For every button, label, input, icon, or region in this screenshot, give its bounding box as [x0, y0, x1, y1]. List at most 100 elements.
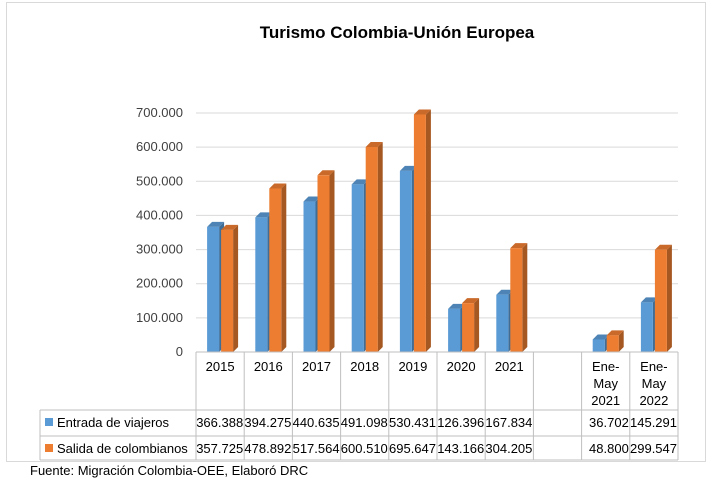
bar-front [207, 226, 220, 352]
bar-front [317, 175, 330, 352]
bar-top [592, 334, 610, 340]
data-label: 478.892 [244, 441, 291, 456]
data-label: 299.547 [630, 441, 677, 456]
bar-front [351, 184, 364, 352]
bar-salida [221, 224, 239, 352]
y-tick-label: 300.000 [136, 242, 183, 257]
bar-salida [510, 243, 528, 352]
bar-side [377, 141, 383, 352]
bar-front [413, 114, 426, 352]
data-label: 143.166 [437, 441, 484, 456]
bar-top [255, 212, 273, 218]
x-category-label: Ene- [592, 359, 619, 374]
bar-top [640, 297, 658, 303]
chart-title: Turismo Colombia-Unión Europea [260, 23, 535, 42]
data-label: 517.564 [293, 441, 340, 456]
bar-top [462, 298, 480, 304]
x-category-label: 2020 [447, 359, 476, 374]
legend-swatch [45, 418, 53, 426]
bar-front [365, 146, 378, 352]
x-category-label: 2022 [639, 393, 668, 408]
bar-front [640, 302, 653, 352]
x-category-label: 2019 [398, 359, 427, 374]
data-label: 600.510 [341, 441, 388, 456]
y-tick-label: 700.000 [136, 105, 183, 120]
bar-salida [317, 170, 335, 352]
y-tick-label: 500.000 [136, 173, 183, 188]
bar-entrada [592, 334, 610, 352]
data-label: 491.098 [341, 415, 388, 430]
bar-salida [462, 298, 480, 352]
bar-front [303, 201, 316, 352]
data-label: 440.635 [293, 415, 340, 430]
y-tick-label: 400.000 [136, 207, 183, 222]
bar-front [269, 188, 282, 352]
bar-side [666, 244, 672, 352]
data-label: 36.702 [589, 415, 629, 430]
bar-front [399, 170, 412, 352]
bar-top [221, 224, 239, 230]
data-label: 167.834 [485, 415, 532, 430]
bar-top [510, 243, 528, 249]
legend-label: Entrada de viajeros [57, 415, 170, 430]
bar-salida [654, 244, 672, 352]
x-category-label: 2018 [350, 359, 379, 374]
bar-front [462, 303, 475, 352]
bar-top [269, 183, 287, 189]
x-category-label: May [593, 376, 618, 391]
data-label: 145.291 [630, 415, 677, 430]
x-category-label: 2015 [206, 359, 235, 374]
bar-front [654, 249, 667, 352]
bar-front [606, 335, 619, 352]
bar-chart: Turismo Colombia-Unión Europea 0 100.000 2… [39, 23, 679, 461]
y-tick-label: 200.000 [136, 276, 183, 291]
bar-top [399, 165, 417, 171]
bar-top [654, 244, 672, 250]
data-label: 366.388 [196, 415, 243, 430]
legend-swatch [45, 444, 53, 452]
bar-front [221, 229, 234, 352]
bar-top [496, 289, 514, 295]
y-tick-label: 0 [176, 344, 183, 359]
x-category-label: 2016 [254, 359, 283, 374]
data-label: 394.275 [244, 415, 291, 430]
grid-and-axis: 0 100.000 200.000 300.000 400.000 500.000 600.… [136, 105, 678, 359]
bar-salida [413, 109, 431, 352]
bar-side [474, 298, 480, 352]
bar-top [303, 196, 321, 202]
bar-top [365, 141, 383, 147]
bar-top [317, 170, 335, 176]
bars [207, 109, 672, 352]
x-category-label: May [642, 376, 667, 391]
bar-side [522, 243, 528, 352]
bar-salida [269, 183, 287, 352]
bar-side [329, 170, 335, 352]
bar-salida [606, 330, 624, 352]
x-category-label: 2017 [302, 359, 331, 374]
bar-front [448, 308, 461, 352]
y-tick-label: 600.000 [136, 139, 183, 154]
x-category-label: Ene- [640, 359, 667, 374]
x-category-label: 2021 [591, 393, 620, 408]
bar-side [425, 109, 431, 352]
bar-top [413, 109, 431, 115]
legend-label: Salida de colombianos [57, 441, 188, 456]
bar-front [255, 217, 268, 352]
bar-front [510, 248, 523, 352]
chart-frame [6, 2, 706, 462]
bar-top [606, 330, 624, 336]
data-label: 48.800 [589, 441, 629, 456]
bar-salida [365, 141, 383, 352]
data-label: 304.205 [485, 441, 532, 456]
bar-top [207, 221, 225, 227]
bar-side [281, 183, 287, 352]
x-category-label: 2021 [495, 359, 524, 374]
source-note: Fuente: Migración Colombia-OEE, Elaboró … [30, 463, 309, 478]
bar-side [233, 224, 239, 352]
data-label: 530.431 [389, 415, 436, 430]
bar-side [618, 330, 624, 352]
bar-front [496, 294, 509, 352]
data-label: 126.396 [437, 415, 484, 430]
data-label: 357.725 [196, 441, 243, 456]
y-tick-label: 100.000 [136, 310, 183, 325]
